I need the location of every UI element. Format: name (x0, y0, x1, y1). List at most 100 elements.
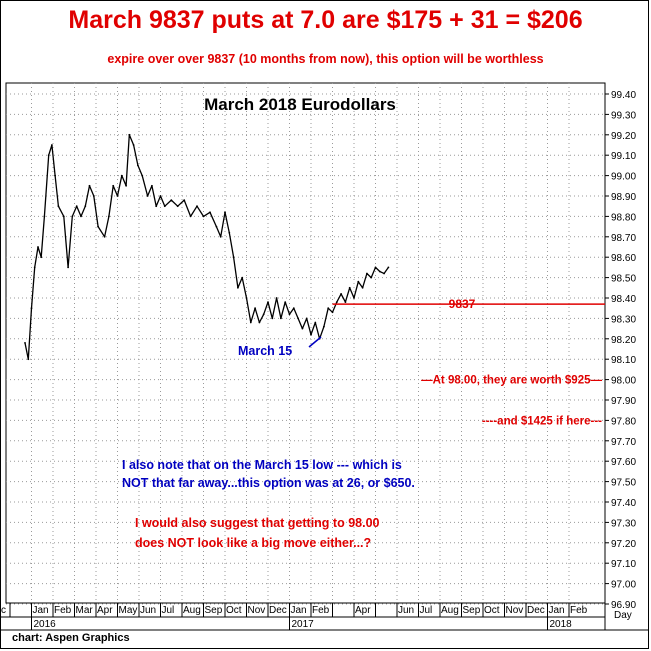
y-tick-label: 97.90 (611, 396, 636, 407)
x-tick-label: Jun (398, 605, 414, 616)
price-point (353, 297, 355, 299)
x-tick-label: Oct (484, 605, 500, 616)
price-point (361, 286, 364, 289)
price-point (196, 205, 198, 208)
x-tick-label: Aug (441, 605, 459, 616)
price-point (209, 211, 211, 214)
commentary-red-line-1: I would also suggest that getting to 98.… (135, 516, 380, 530)
price-point (314, 321, 317, 324)
price-point (344, 301, 347, 303)
price-point (92, 195, 95, 197)
price-series-line (24, 134, 389, 360)
annotation-march15: March 15 (238, 344, 292, 358)
price-point (116, 195, 119, 197)
x-tick-label: c (1, 605, 6, 616)
x-year-label: 2017 (292, 619, 315, 630)
reference-line-label: 9837 (449, 297, 476, 311)
price-point (189, 215, 192, 218)
price-point (30, 307, 33, 310)
price-point (75, 205, 78, 208)
price-point (297, 317, 299, 320)
price-point (237, 286, 239, 289)
chart-title: March 2018 Eurodollars (204, 95, 396, 114)
x-year-label: 2016 (34, 619, 57, 630)
price-point (215, 225, 218, 228)
commentary-blue-line-2: NOT that far away...this option was at 2… (122, 476, 415, 490)
price-point (80, 215, 82, 218)
price-point (47, 154, 50, 157)
chart-credit: chart: Aspen Graphics (12, 632, 130, 644)
x-tick-label: Sep (463, 605, 481, 616)
x-tick-label: Jan (549, 605, 565, 616)
x-tick-label: May (119, 605, 138, 616)
x-tick-label: Dec (269, 605, 287, 616)
price-point (262, 313, 265, 316)
x-tick-label: Aug (183, 605, 201, 616)
price-point (340, 293, 342, 295)
price-point (288, 313, 291, 316)
price-point (33, 266, 36, 269)
price-point (387, 266, 390, 269)
price-point (284, 301, 287, 303)
x-tick-label: Feb (570, 605, 588, 616)
y-tick-label: 97.00 (611, 580, 636, 591)
y-tick-label: 99.00 (611, 172, 636, 183)
price-point (163, 205, 166, 208)
x-tick-label: Jan (291, 605, 307, 616)
price-point (37, 246, 39, 248)
x-tick-label: Jul (420, 605, 433, 616)
price-point (132, 144, 135, 146)
price-point (348, 286, 351, 289)
y-tick-label: 98.50 (611, 274, 636, 285)
y-tick-label: 98.80 (611, 212, 636, 223)
y-tick-label: 99.20 (611, 131, 636, 142)
price-point (258, 321, 261, 324)
x-tick-label: Feb (312, 605, 330, 616)
price-point (54, 174, 56, 177)
price-point (335, 301, 338, 303)
price-point (374, 266, 377, 269)
price-point (245, 297, 248, 299)
price-point (62, 215, 65, 218)
commentary-red-line-2: does NOT look like a big move either...? (135, 536, 371, 550)
price-point (275, 297, 278, 299)
y-tick-label: 98.90 (611, 192, 636, 203)
price-point (71, 215, 74, 218)
price-point (137, 164, 139, 167)
y-tick-label: 97.70 (611, 437, 636, 448)
y-tick-label: 99.10 (611, 151, 636, 162)
y-tick-label: 98.40 (611, 294, 636, 305)
price-point (232, 256, 235, 259)
price-point (146, 195, 149, 197)
price-point (357, 280, 360, 283)
x-tick-label: Dec (527, 605, 545, 616)
y-tick-label: 99.40 (611, 90, 636, 101)
x-tick-label: Oct (226, 605, 242, 616)
y-tick-label: 97.20 (611, 539, 636, 550)
price-point (176, 205, 179, 208)
x-tick-label: Mar (76, 605, 94, 616)
price-point (159, 195, 162, 197)
price-point (370, 276, 373, 279)
y-tick-label: 97.60 (611, 457, 636, 468)
price-point (141, 174, 144, 177)
price-point (224, 211, 226, 214)
annotation-march15-pointer (308, 336, 322, 348)
price-point (249, 321, 252, 324)
y-tick-label: 98.00 (611, 376, 636, 387)
price-point (120, 174, 123, 177)
price-point (219, 235, 222, 238)
y-tick-label: 97.80 (611, 416, 636, 427)
x-year-label: 2018 (550, 619, 573, 630)
y-tick-label: 98.70 (611, 233, 636, 244)
price-point (112, 184, 115, 187)
y-tick-label: 99.30 (611, 110, 636, 121)
annotation-9780-worth: ----and $1425 if here--- (482, 415, 602, 427)
x-tick-label: Apr (355, 605, 371, 616)
price-point (305, 317, 308, 320)
price-point (128, 133, 131, 136)
price-point (183, 199, 186, 202)
plot-area-border (5, 82, 606, 604)
price-point (155, 205, 158, 208)
